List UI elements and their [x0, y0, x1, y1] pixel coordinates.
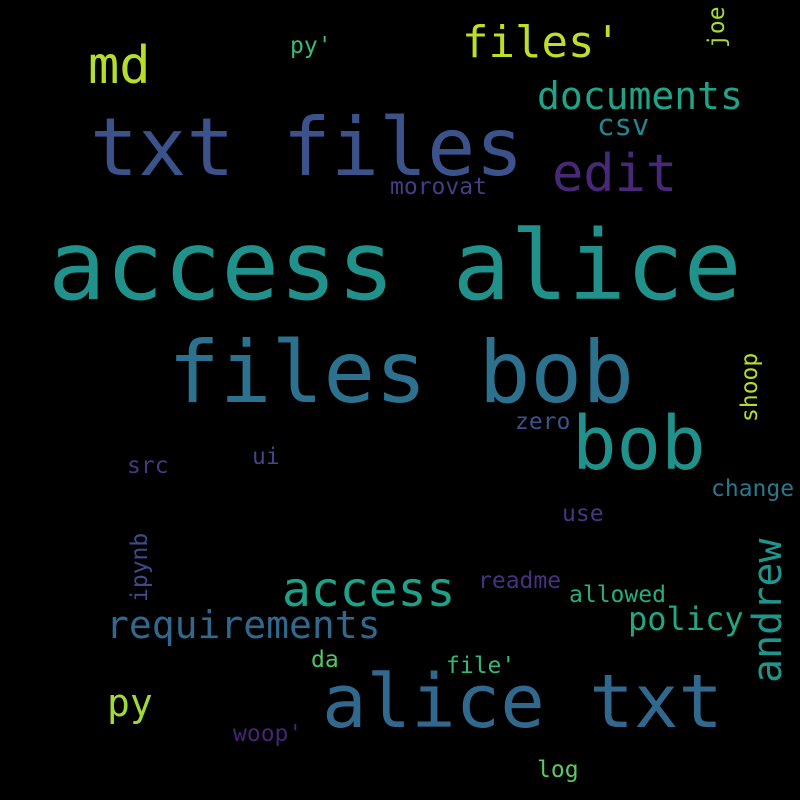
word-shoop: shoop: [737, 352, 763, 422]
word-change: change: [711, 476, 795, 502]
word-andrew: andrew: [745, 538, 791, 684]
word-requirements: requirements: [106, 603, 381, 647]
word-csv: csv: [597, 108, 650, 142]
word-edit: edit: [552, 144, 678, 204]
word-py: py: [107, 681, 153, 725]
word-md: md: [88, 36, 151, 96]
word-ui: ui: [252, 444, 280, 470]
word-woop-quote: woop': [233, 721, 303, 747]
word-da: da: [311, 647, 339, 673]
word-file-quote: file': [446, 653, 516, 679]
word-files-bob: files bob: [168, 323, 634, 423]
word-log: log: [537, 757, 579, 783]
word-readme: readme: [478, 568, 562, 594]
word-bob: bob: [572, 401, 706, 487]
word-ipynb: ipynb: [127, 532, 153, 602]
word-morovat: morovat: [390, 174, 487, 200]
word-access: access: [282, 562, 456, 618]
word-alice-txt: alice txt: [322, 659, 723, 745]
word-src: src: [127, 453, 169, 479]
word-documents: documents: [537, 74, 743, 118]
word-zero: zero: [515, 409, 571, 435]
word-access-alice: access alice: [48, 210, 742, 322]
word-allowed: allowed: [569, 582, 666, 608]
word-policy: policy: [628, 600, 744, 638]
word-txt-files: txt files: [90, 101, 524, 194]
word-joe: joe: [704, 6, 730, 48]
word-py-quote: py': [290, 33, 332, 59]
word-use: use: [562, 501, 604, 527]
word-files-quote: files': [462, 17, 621, 68]
